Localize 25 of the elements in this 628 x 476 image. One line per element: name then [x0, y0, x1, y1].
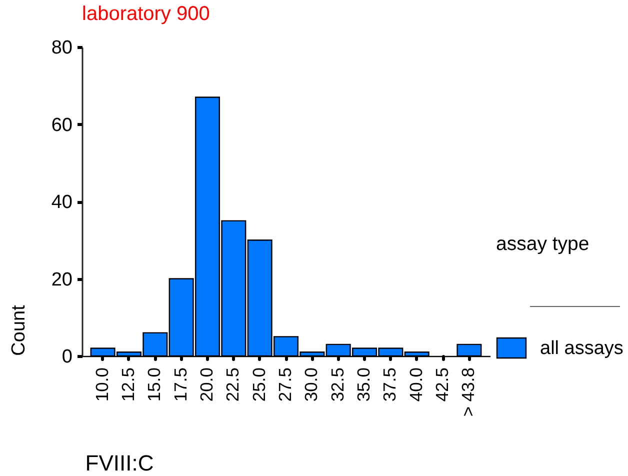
x-tick-label: 12.5	[118, 368, 138, 402]
x-tick-label: 40.0	[406, 367, 426, 402]
y-tick-label: 0	[62, 346, 72, 368]
x-tick-label: 42.5	[432, 368, 452, 402]
y-tick-label: 60	[51, 114, 72, 136]
chart-title: laboratory 900	[82, 3, 210, 25]
x-tick-label: 27.5	[275, 368, 295, 402]
y-axis-title: Count	[8, 304, 30, 356]
x-axis-title: FVIII:C	[85, 450, 154, 476]
x-tick-label: 17.5	[170, 368, 190, 402]
x-tick-label: 37.5	[380, 368, 400, 402]
x-tick-label: 35.0	[354, 367, 374, 402]
legend-title: assay type	[496, 233, 590, 255]
y-tick-label: 80	[51, 38, 72, 58]
x-tick-label: 32.5	[327, 368, 348, 402]
x-tick-label: 30.0	[301, 367, 322, 402]
x-tick-label: 20.0	[196, 367, 216, 402]
x-tick-label: > 43.8	[458, 368, 478, 417]
x-tick-label: 10.0	[92, 367, 112, 402]
x-tick-label: 25.0	[248, 367, 269, 402]
x-tick-label: 15.0	[144, 367, 164, 402]
legend-label: all assays	[540, 338, 624, 359]
y-tick-label: 20	[51, 269, 72, 290]
y-tick-label: 40	[51, 192, 72, 213]
x-tick-label: 22.5	[222, 368, 243, 402]
